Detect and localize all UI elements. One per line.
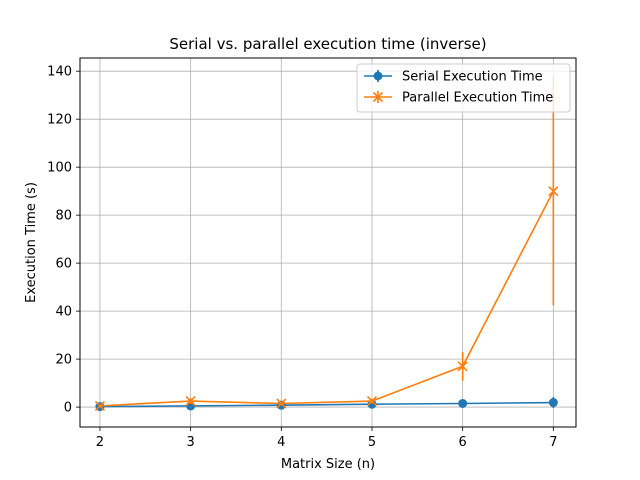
x-tick-label: 6 <box>459 435 467 450</box>
x-tick-label: 3 <box>186 435 194 450</box>
legend-item-1: Serial Execution Time <box>364 70 543 85</box>
data-point <box>548 186 559 197</box>
grid-lines <box>80 58 576 427</box>
data-point <box>366 396 378 407</box>
data-point <box>185 396 196 407</box>
legend: Serial Execution Time Parallel Execution … <box>356 63 571 113</box>
series-line <box>99 401 554 408</box>
data-point <box>457 361 468 372</box>
x-axis-ticks: 2 3 4 5 6 7 <box>96 427 557 450</box>
y-tick-label: 40 <box>55 305 72 320</box>
x-tick-label: 2 <box>96 435 104 450</box>
y-tick-label: 120 <box>47 113 72 128</box>
y-axis-ticks: 0 20 40 60 80 100 120 140 <box>47 65 80 416</box>
legend-marker <box>372 91 384 103</box>
x-tick-label: 5 <box>368 435 376 450</box>
y-tick-label: 60 <box>55 257 72 272</box>
plot-area <box>94 77 559 412</box>
legend-items: Serial Execution Time Parallel Execution … <box>364 70 553 106</box>
data-point <box>94 400 106 411</box>
series-line <box>99 190 555 407</box>
legend-marker <box>373 71 383 81</box>
data-point <box>548 398 558 408</box>
y-tick-label: 0 <box>64 401 72 416</box>
legend-label: Serial Execution Time <box>402 70 543 85</box>
x-tick-label: 7 <box>549 435 557 450</box>
axes-frame <box>79 57 577 428</box>
y-axis-label: Execution Time (s) <box>24 182 39 303</box>
data-point <box>458 398 468 408</box>
y-tick-label: 100 <box>47 161 72 176</box>
series-2 <box>94 77 559 411</box>
legend-label: Parallel Execution Time <box>402 91 553 106</box>
y-tick-label: 80 <box>55 209 72 224</box>
y-tick-label: 20 <box>55 353 72 368</box>
data-point <box>276 398 287 409</box>
x-axis-label: Matrix Size (n) <box>281 457 375 472</box>
x-tick-label: 4 <box>277 435 285 450</box>
y-tick-label: 140 <box>47 65 72 80</box>
legend-item-2: Parallel Execution Time <box>364 91 553 106</box>
data-point <box>367 399 377 409</box>
legend-frame <box>356 63 571 113</box>
chart-title: Serial vs. parallel execution time (inve… <box>169 35 486 53</box>
